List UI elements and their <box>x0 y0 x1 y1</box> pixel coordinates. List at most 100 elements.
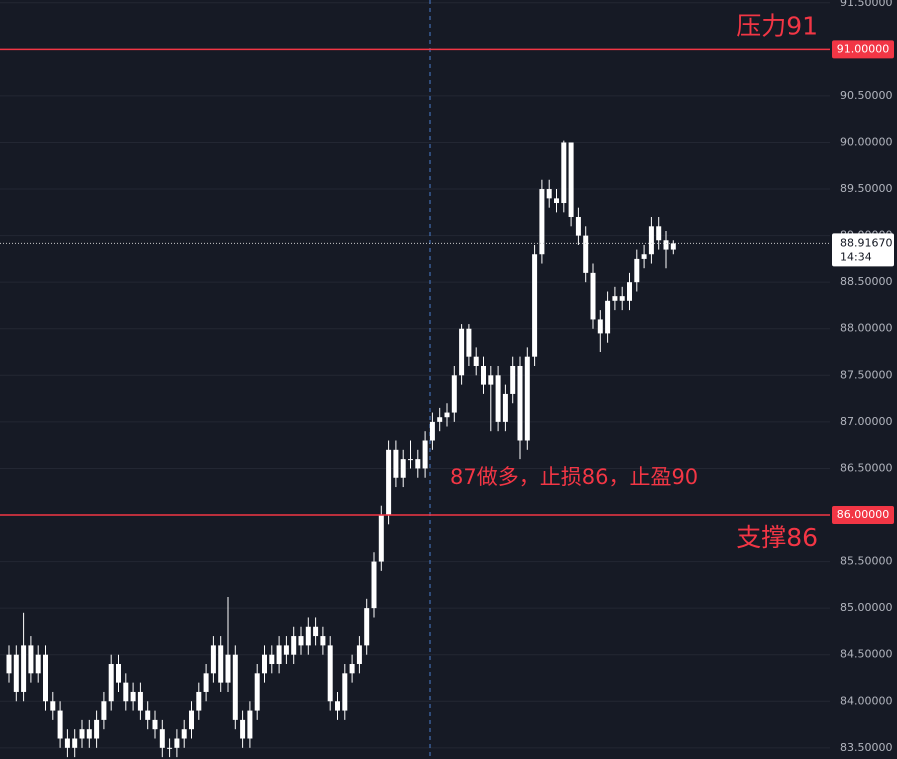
candle-body <box>240 719 246 739</box>
candle-body <box>94 719 100 739</box>
level-price-box <box>832 40 894 59</box>
candle-body <box>627 282 632 301</box>
candle-body <box>247 710 253 739</box>
plot <box>6 140 676 758</box>
candle-body <box>262 654 267 674</box>
candle-body <box>422 440 428 469</box>
y-tick-label: 85.50000 <box>840 555 893 568</box>
candle-body <box>342 673 348 711</box>
candle-body <box>510 365 516 394</box>
candle-body <box>335 701 340 711</box>
candle-body <box>28 645 34 674</box>
candle-body <box>349 664 355 674</box>
candle-body <box>116 664 121 683</box>
candle-body <box>532 254 538 357</box>
candle-body <box>386 449 392 516</box>
y-tick-label: 88.00000 <box>840 322 893 335</box>
candle-body <box>181 729 187 739</box>
candle-body <box>641 254 647 259</box>
candle-body <box>429 421 435 441</box>
candle-body <box>320 636 326 646</box>
y-tick-label: 90.50000 <box>840 89 893 102</box>
candle-body <box>488 375 494 385</box>
candle-body <box>378 515 384 562</box>
candle-body <box>619 296 625 301</box>
candle-body <box>283 645 289 655</box>
candle-body <box>524 356 530 441</box>
annotation: 87做多，止损86，止盈90 <box>450 465 698 489</box>
candle-body <box>451 375 457 413</box>
candle-body <box>583 235 589 273</box>
candle-body <box>291 636 297 655</box>
level-text: 支撑86 <box>736 523 818 552</box>
candle-body <box>152 719 158 730</box>
candle-body <box>86 729 92 739</box>
y-tick-label: 91.50000 <box>840 0 893 9</box>
candle-body <box>670 243 676 250</box>
candle-body <box>79 729 85 739</box>
candle-body <box>444 412 450 418</box>
candle-body <box>210 645 216 674</box>
y-tick-label: 85.00000 <box>840 601 893 614</box>
candle-body <box>269 654 275 665</box>
candle-body <box>64 738 70 748</box>
level-text: 压力91 <box>736 11 818 40</box>
y-tick-label: 89.50000 <box>840 182 893 195</box>
candle-body <box>137 691 143 711</box>
y-tick-label: 84.50000 <box>840 648 893 661</box>
candle-body <box>232 654 238 720</box>
candle-body <box>218 645 224 683</box>
candle-body <box>663 240 669 250</box>
candle-body <box>327 645 333 702</box>
candle-body <box>597 319 603 334</box>
y-tick-label: 90.00000 <box>840 135 893 148</box>
candle-body <box>605 300 611 334</box>
candle-body <box>481 365 486 385</box>
candle-body <box>145 710 151 720</box>
candle-body <box>648 226 654 255</box>
candle-body <box>546 189 552 199</box>
candle-body <box>495 375 501 422</box>
candle-body <box>517 365 523 441</box>
last-price-time: 14:34 <box>840 250 872 263</box>
candle-body <box>196 691 202 711</box>
candle-body <box>298 636 304 646</box>
candle-body <box>459 328 465 376</box>
candle-body <box>612 296 618 301</box>
y-tick-label: 84.00000 <box>840 694 893 707</box>
candle-body <box>437 417 443 422</box>
candle-body <box>408 459 413 461</box>
candle-body <box>656 226 662 241</box>
candle-body <box>167 747 173 749</box>
candle-body <box>50 701 56 711</box>
y-tick-label: 87.50000 <box>840 368 893 381</box>
last-price-box <box>832 233 894 267</box>
candle-body <box>174 738 180 748</box>
y-tick-label: 86.50000 <box>840 461 893 474</box>
candle-body <box>159 729 165 748</box>
level-price-label: 86.00000 <box>837 508 890 521</box>
level-price-label: 91.00000 <box>837 42 890 55</box>
candle-body <box>356 645 362 665</box>
candle-body <box>400 459 406 478</box>
grid <box>0 2 830 749</box>
candle-body <box>72 738 78 748</box>
candle-body <box>108 664 114 702</box>
candle-body <box>561 142 567 204</box>
level-price-box <box>832 506 894 525</box>
candle-body <box>21 645 27 692</box>
candle-body <box>313 626 319 637</box>
candle-body <box>6 654 12 674</box>
candle-body <box>634 258 640 283</box>
candle-body <box>393 449 399 478</box>
candle-body <box>415 459 421 469</box>
candle-body <box>254 673 260 711</box>
candle-body <box>130 691 136 702</box>
y-tick-label: 88.50000 <box>840 275 893 288</box>
candle-body <box>466 328 472 357</box>
candle-body <box>225 654 231 683</box>
candle-body <box>101 701 107 720</box>
